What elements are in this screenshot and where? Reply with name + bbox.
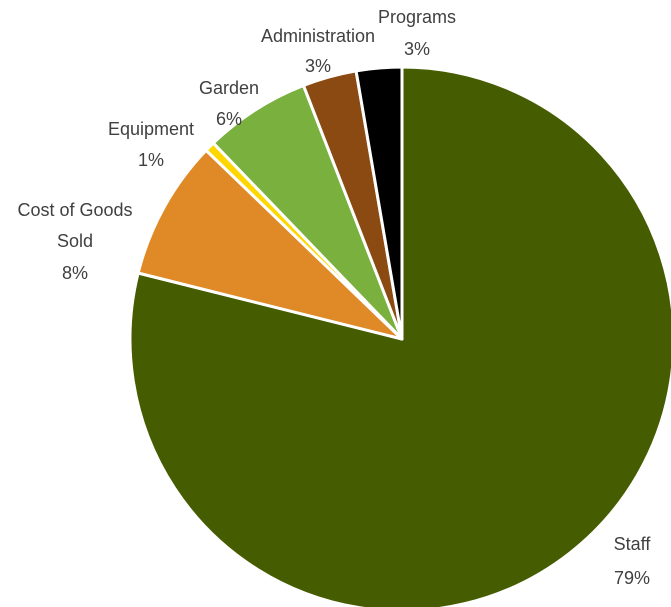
data-label-value-staff: 79%: [614, 568, 650, 588]
data-label-value-cost-of-goods-sold: 8%: [62, 263, 88, 283]
data-label-name-cost-of-goods-sold: Cost of Goods: [17, 200, 132, 220]
data-label-value-garden: 6%: [216, 109, 242, 129]
data-label-name-staff: Staff: [614, 534, 652, 554]
pie-slice-cost-of-goods-sold: [136, 148, 404, 341]
data-label-value-programs: 3%: [404, 39, 430, 59]
data-label-name-equipment: Equipment: [108, 119, 194, 139]
pie-slice-programs: [354, 65, 404, 341]
data-label-value-administration: 3%: [305, 56, 331, 76]
data-label-name-administration: Administration: [261, 26, 375, 46]
pie-slice-staff: [128, 65, 671, 607]
data-label-name-garden: Garden: [199, 78, 259, 98]
data-label-name-programs: Programs: [378, 7, 456, 27]
data-label-name-cost-of-goods-sold: Sold: [57, 231, 93, 251]
data-label-value-equipment: 1%: [138, 150, 164, 170]
